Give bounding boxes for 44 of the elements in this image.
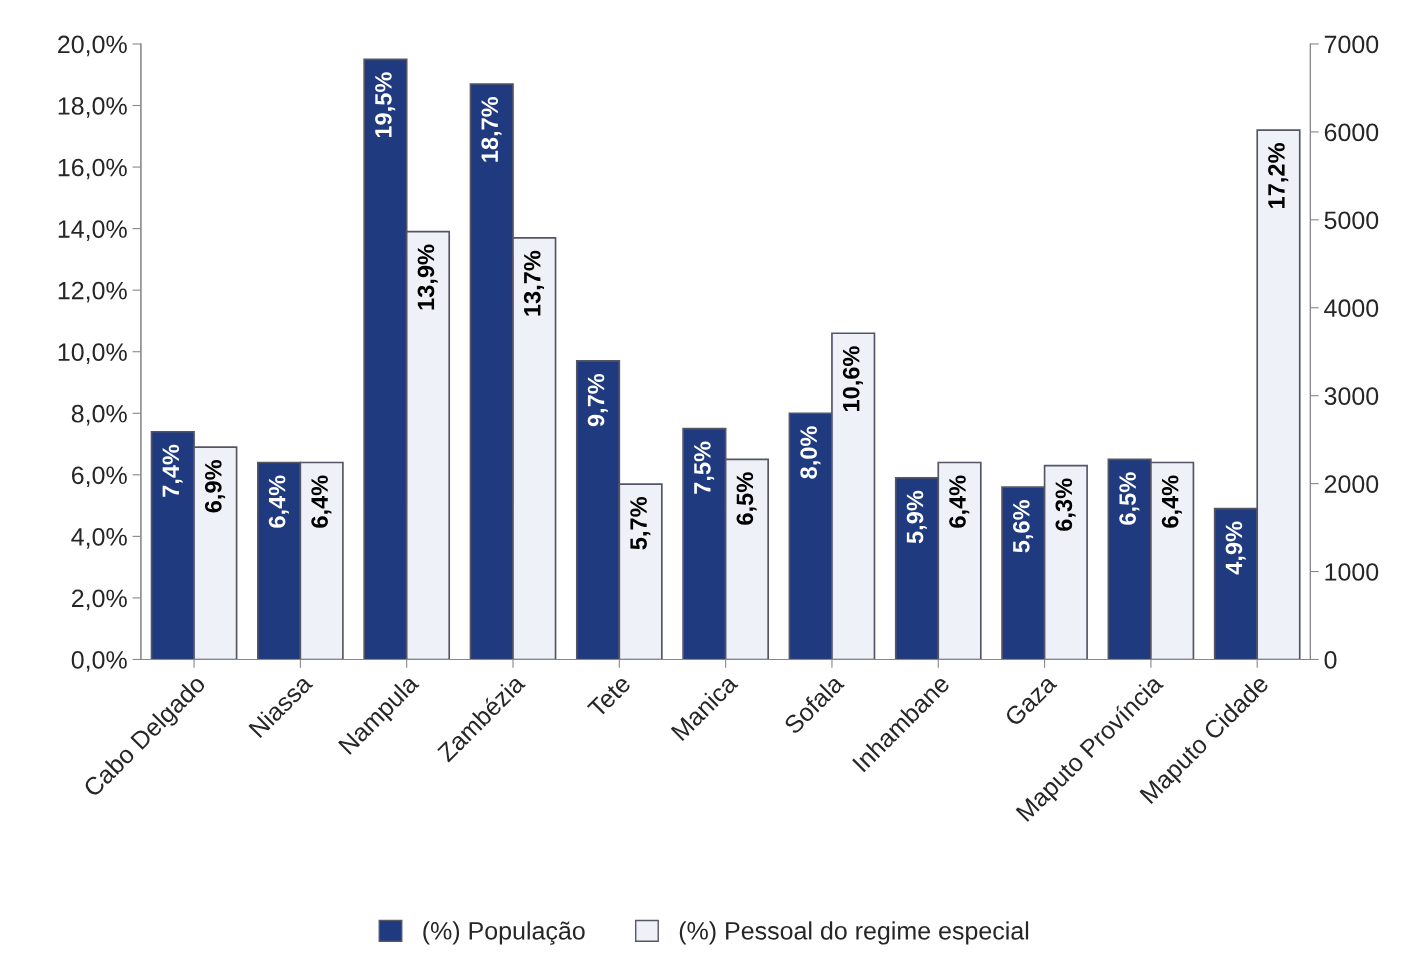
y2-tick-label: 0 (1324, 651, 1337, 669)
data-label: 5,7% (630, 496, 651, 550)
y-tick-label: 14,0% (58, 220, 127, 241)
data-label: 18,7% (481, 96, 502, 162)
y2-tick-label: 6000 (1324, 123, 1379, 142)
y-tick-label: 8,0% (71, 404, 127, 426)
y2-tick-label: 2000 (1324, 475, 1379, 493)
data-label: 7,4% (162, 444, 183, 497)
x-tick-label: Tete (586, 674, 632, 719)
y2-tick-label: 1000 (1325, 563, 1379, 581)
y-tick-label: 20,0% (58, 35, 127, 57)
data-label: 5,6% (1012, 500, 1034, 553)
data-label: 13,9% (417, 244, 438, 310)
data-label: 6,5% (736, 472, 757, 525)
y-tick-label: 16,0% (58, 158, 127, 180)
y2-tick-label: 7000 (1324, 35, 1379, 54)
data-label: 13,7% (523, 250, 545, 316)
y-tick-label: 4,0% (71, 527, 127, 549)
y2-tick-label: 3000 (1324, 387, 1379, 405)
y-tick-label: 6,0% (71, 466, 127, 488)
data-label: 6,4% (268, 475, 289, 528)
data-label: 6,4% (949, 475, 970, 528)
y-tick-label: 18,0% (58, 97, 127, 118)
y2-tick-label: 5000 (1324, 211, 1379, 230)
data-label: 6,3% (1055, 478, 1076, 531)
data-label: 19,5% (375, 72, 396, 138)
data-label: 17,2% (1268, 143, 1289, 208)
data-label: 6,5% (1119, 472, 1140, 525)
data-label: 9,7% (587, 373, 608, 427)
data-label: 7,5% (694, 441, 715, 494)
legend-label: (%) População (423, 921, 585, 945)
data-label: 5,9% (906, 490, 927, 544)
data-label: 6,4% (1161, 475, 1182, 528)
y-tick-label: 2,0% (71, 589, 127, 611)
y-tick-label: 0,0% (71, 651, 127, 672)
data-label: 4,9% (1225, 521, 1246, 575)
y2-tick-label: 4000 (1324, 299, 1379, 318)
data-label: 6,4% (311, 475, 332, 528)
legend-label: (%) Pessoal do regime especial (679, 921, 1029, 945)
data-label: 6,9% (204, 460, 226, 513)
y-tick-label: 10,0% (58, 343, 127, 364)
data-label: 10,6% (842, 346, 863, 412)
data-label: 8,0% (800, 426, 821, 479)
y-tick-label: 12,0% (58, 281, 127, 303)
